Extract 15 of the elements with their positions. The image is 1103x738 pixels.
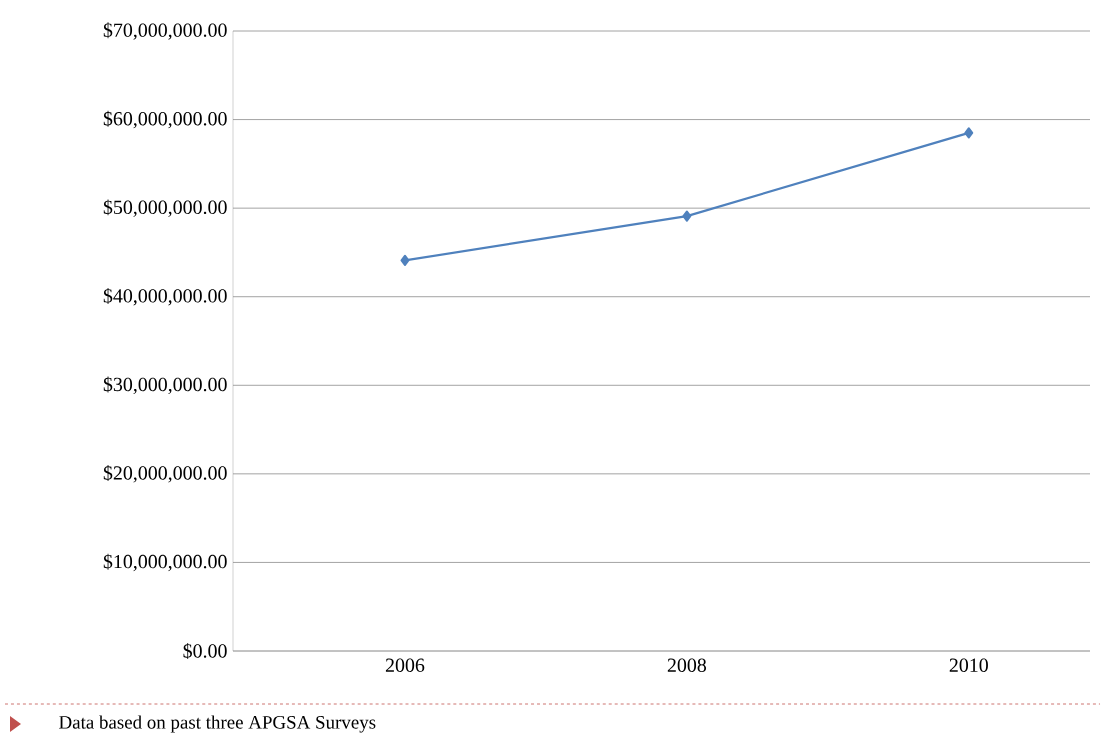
text: Data based on past three APGSA Surveys [59,715,376,733]
y-tick-label: $70,000,000.00 [103,22,227,40]
y-tick-label: $30,000,000.00 [103,376,227,395]
point [682,210,692,222]
y-tick-label: $10,000,000.00 [103,553,227,572]
x-tick-label: 2010 [949,658,988,672]
point [964,127,974,139]
y-tick-label: $50,000,000.00 [103,199,227,217]
y-tick-label: $60,000,000.00 [103,110,227,129]
point [400,254,410,266]
y-tick-label: $40,000,000.00 [103,287,227,306]
x-tick-label: 2008 [667,658,707,672]
y-tick-label: $0.00 [183,643,227,659]
y-tick-label: $20,000,000.00 [103,465,227,483]
x-tick-label: 2006 [385,658,425,672]
